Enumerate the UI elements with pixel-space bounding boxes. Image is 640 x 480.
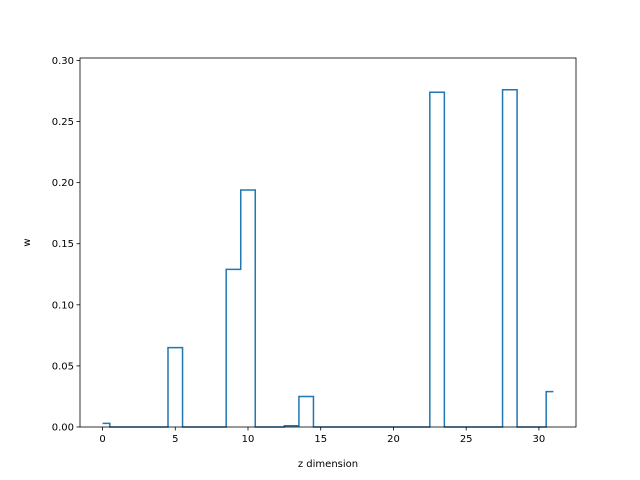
x-tick-label: 0 [99,434,105,445]
x-axis-ticks: 0 5 10 15 20 25 30 [99,427,545,445]
y-tick-label: 0.20 [52,178,74,189]
x-tick-label: 30 [533,434,546,445]
x-tick-label: 5 [172,434,178,445]
y-tick-label: 0.30 [52,56,74,67]
y-tick-label: 0.15 [52,239,74,250]
x-axis-label: z dimension [298,459,358,470]
y-tick-label: 0.05 [52,361,74,372]
x-tick-label: 25 [460,434,473,445]
y-axis-ticks: 0.00 0.05 0.10 0.15 0.20 0.25 0.30 [52,56,80,434]
y-tick-label: 0.10 [52,300,74,311]
y-axis-label: w [22,238,33,246]
y-tick-label: 0.00 [52,423,74,434]
x-tick-label: 20 [387,434,400,445]
x-tick-label: 15 [314,434,327,445]
x-tick-label: 10 [242,434,255,445]
y-tick-label: 0.25 [52,117,74,128]
axes-frame [79,57,577,428]
